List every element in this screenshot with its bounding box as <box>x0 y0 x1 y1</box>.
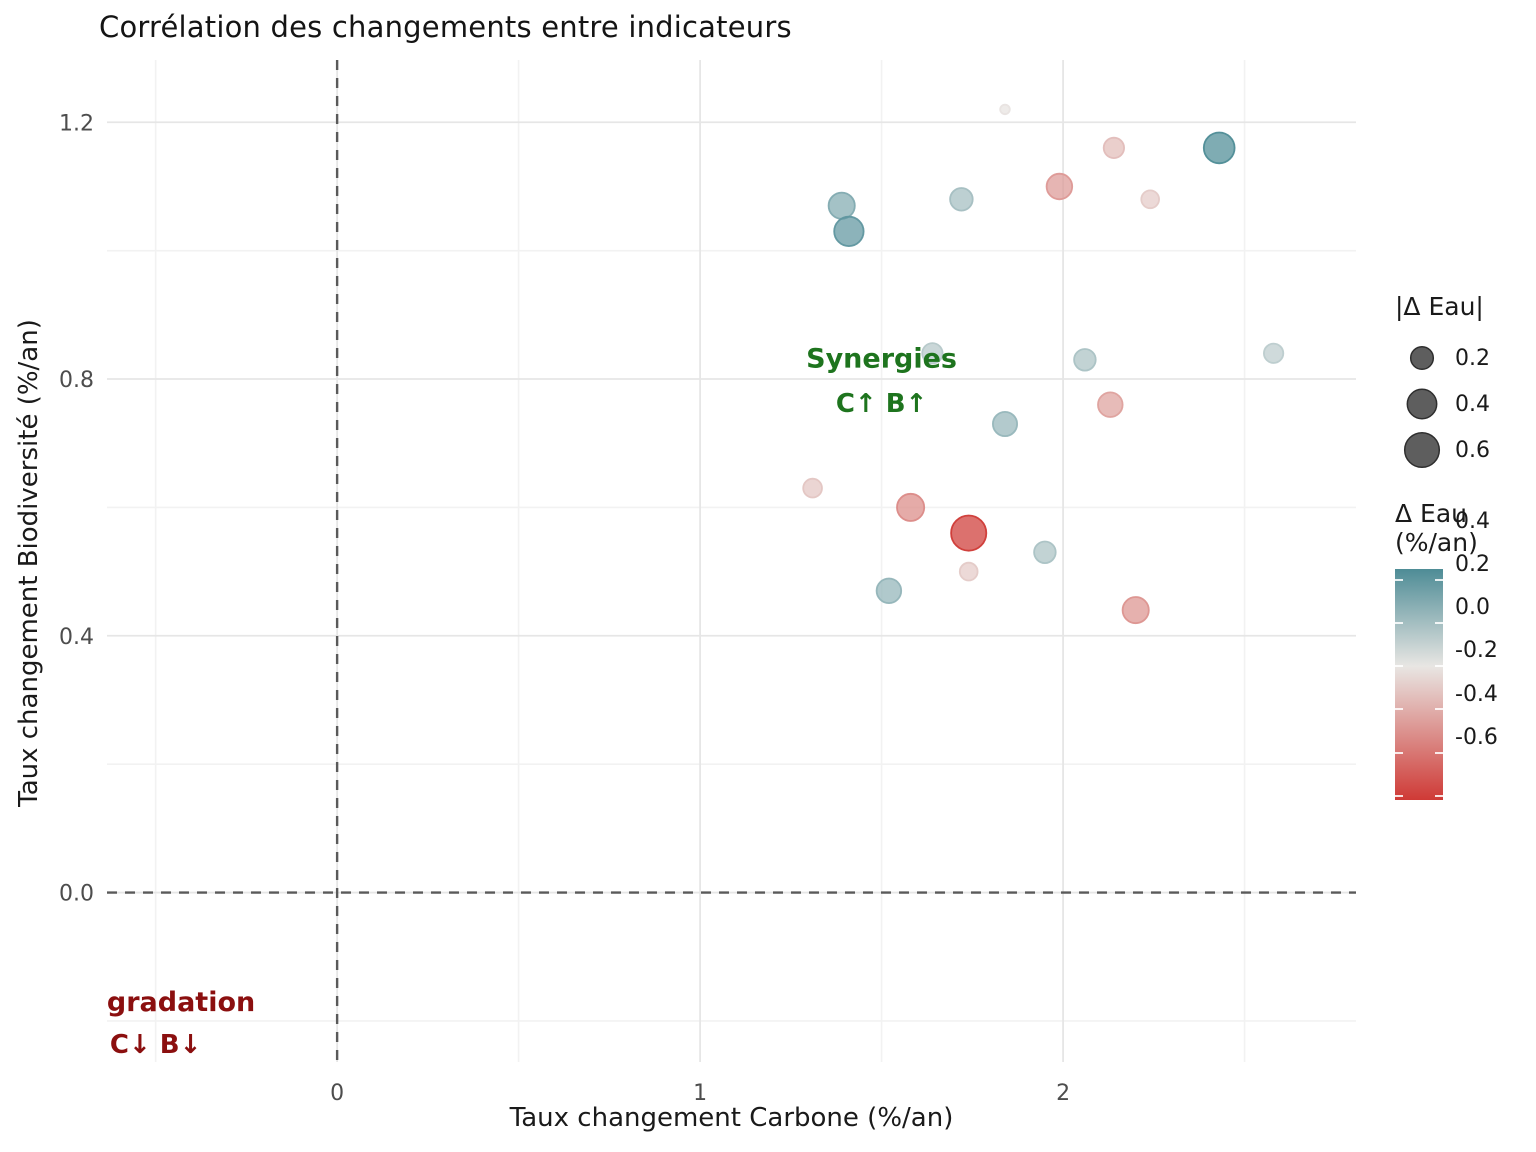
data-point <box>1202 131 1236 165</box>
colorbar-tick <box>1395 622 1403 624</box>
annotation-text: gradation <box>107 987 255 1018</box>
size-legend-circle <box>1406 388 1438 420</box>
data-point <box>921 342 944 365</box>
colorbar-tick <box>1435 708 1443 710</box>
size-legend-label: 0.6 <box>1455 437 1490 463</box>
colorbar-tick <box>1435 752 1443 754</box>
data-point <box>1073 348 1097 372</box>
x-axis-title: Taux changement Carbone (%/an) <box>509 1103 954 1133</box>
colorbar-label: -0.6 <box>1455 725 1498 750</box>
legend: |Δ Eau| 0.2 0.4 0.6 Δ Eau (%/an) 0.4 0.2 0.0… <box>1395 292 1536 800</box>
data-point <box>1045 172 1074 201</box>
colorbar-label: 0.0 <box>1455 595 1490 620</box>
data-point <box>949 187 974 212</box>
colorbar-tick <box>1435 665 1443 667</box>
colorbar-label: -0.2 <box>1455 638 1498 663</box>
y-axis-title: Taux changement Biodiversité (%/an) <box>14 319 44 807</box>
colorbar-gradient <box>1395 569 1443 800</box>
y-tick-label: 0.8 <box>59 368 94 393</box>
data-point <box>896 492 926 522</box>
size-legend-label: 0.2 <box>1455 345 1490 371</box>
x-tick-label: 2 <box>1056 1081 1070 1106</box>
size-legend-title: |Δ Eau| <box>1395 292 1484 321</box>
annotation-text: C↑ B↑ <box>836 389 928 419</box>
data-point <box>1097 391 1124 418</box>
size-legend-item: 0.4 <box>1395 381 1536 427</box>
chart-title: Corrélation des changements entre indica… <box>99 10 792 44</box>
colorbar-tick <box>1395 708 1403 710</box>
size-legend-label: 0.4 <box>1455 391 1490 417</box>
colorbar-label: -0.4 <box>1455 682 1498 707</box>
colorbar-tick <box>1395 665 1403 667</box>
size-legend-swatch <box>1409 345 1435 371</box>
data-point <box>1102 136 1126 159</box>
size-legend-item: 0.6 <box>1395 427 1536 473</box>
y-tick-label: 0.0 <box>59 882 94 907</box>
size-legend-item: 0.2 <box>1395 335 1536 381</box>
annotation-text: C↓ B↓ <box>110 1030 202 1060</box>
colorbar-tick <box>1435 622 1443 624</box>
data-point <box>999 103 1011 116</box>
color-legend-title-line2: (%/an) <box>1395 528 1478 557</box>
x-tick-label: 1 <box>693 1081 707 1106</box>
color-legend-title-line1: Δ Eau <box>1395 499 1468 528</box>
colorbar-tick <box>1395 752 1403 754</box>
x-tick-label: 0 <box>330 1081 344 1106</box>
size-legend-items: 0.2 0.4 0.6 <box>1395 335 1536 473</box>
size-legend-circle <box>1403 431 1441 469</box>
size-legend-swatch <box>1406 388 1438 420</box>
data-point <box>827 191 856 220</box>
color-legend: Δ Eau (%/an) 0.4 0.2 0.0 -0.2 -0.4 -0.6 <box>1395 499 1536 800</box>
y-tick-label: 0.4 <box>59 625 94 650</box>
y-tick-label: 1.2 <box>59 111 94 136</box>
data-point <box>958 561 979 582</box>
data-point <box>833 215 865 247</box>
data-point <box>1121 596 1150 625</box>
data-point <box>1263 342 1285 364</box>
data-point <box>875 577 903 605</box>
data-point <box>950 514 988 552</box>
data-point <box>992 410 1019 437</box>
colorbar-label: 0.4 <box>1455 509 1490 534</box>
annotation-text: Synergies <box>806 343 957 374</box>
colorbar-tick <box>1395 579 1403 581</box>
colorbar-tick <box>1435 795 1443 797</box>
colorbar-tick <box>1395 795 1403 797</box>
size-legend-swatch <box>1403 431 1441 469</box>
colorbar-label: 0.2 <box>1455 552 1490 577</box>
size-legend-circle <box>1409 345 1435 371</box>
data-point <box>1033 540 1057 565</box>
data-point <box>802 477 823 499</box>
data-point <box>1140 189 1160 210</box>
colorbar-tick <box>1435 579 1443 581</box>
